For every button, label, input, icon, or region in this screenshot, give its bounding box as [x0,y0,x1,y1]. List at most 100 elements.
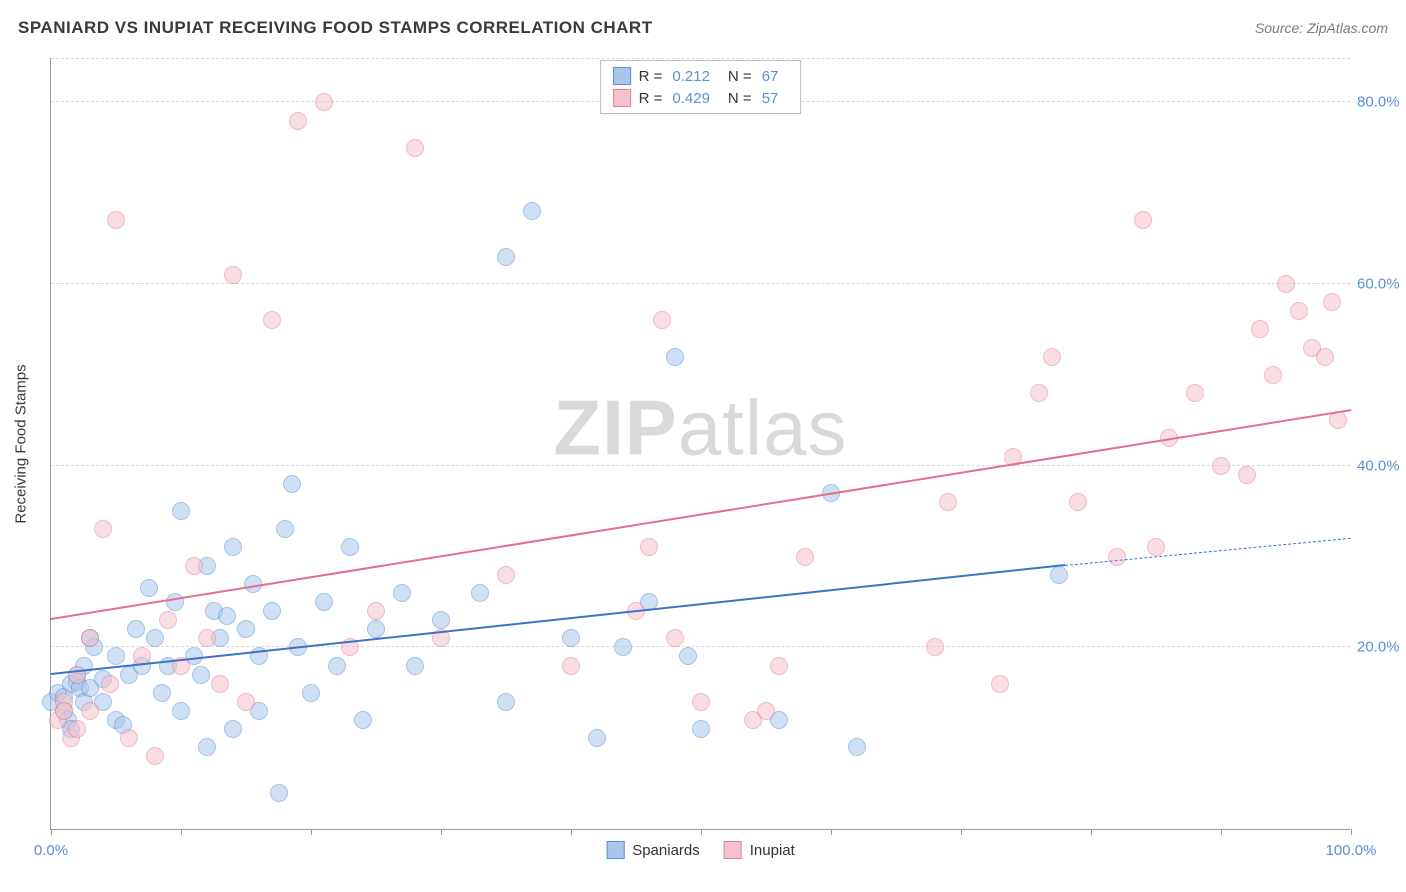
series-legend: Spaniards Inupiat [606,841,795,859]
scatter-point [224,538,242,556]
scatter-point [497,248,515,266]
scatter-point [796,548,814,566]
scatter-point [1323,293,1341,311]
legend-row: R =0.212N =67 [601,65,801,87]
scatter-point [315,593,333,611]
scatter-chart: Receiving Food Stamps ZIPatlas R =0.212N… [50,58,1350,830]
scatter-point [588,729,606,747]
x-tick [961,829,962,835]
scatter-point [1186,384,1204,402]
scatter-point [140,579,158,597]
scatter-point [198,738,216,756]
y-tick-label: 60.0% [1357,276,1406,293]
scatter-point [211,675,229,693]
scatter-point [666,629,684,647]
scatter-point [354,711,372,729]
scatter-point [406,139,424,157]
legend-row: R =0.429N =57 [601,87,801,109]
scatter-point [263,311,281,329]
legend-swatch [724,841,742,859]
scatter-point [666,348,684,366]
scatter-point [406,657,424,675]
scatter-point [218,607,236,625]
scatter-point [315,93,333,111]
scatter-point [166,593,184,611]
scatter-point [101,675,119,693]
scatter-point [1251,320,1269,338]
x-tick-label: 0.0% [34,842,68,859]
x-tick [311,829,312,835]
scatter-point [172,702,190,720]
watermark-bold: ZIP [553,384,677,472]
trend-line [1065,537,1351,565]
series-legend-label: Spaniards [632,842,700,859]
legend-n-value: 57 [762,90,779,107]
gridline [51,646,1350,647]
y-tick-label: 40.0% [1357,457,1406,474]
y-tick-label: 20.0% [1357,639,1406,656]
scatter-point [1050,566,1068,584]
scatter-point [471,584,489,602]
scatter-point [107,211,125,229]
scatter-point [237,693,255,711]
legend-swatch [613,89,631,107]
scatter-point [120,729,138,747]
x-tick [51,829,52,835]
scatter-point [94,520,112,538]
x-tick-label: 100.0% [1326,842,1377,859]
scatter-point [263,602,281,620]
scatter-point [848,738,866,756]
scatter-point [679,647,697,665]
scatter-point [276,520,294,538]
series-legend-label: Inupiat [750,842,795,859]
watermark-light: atlas [678,384,848,472]
scatter-point [939,493,957,511]
x-tick [701,829,702,835]
gridline [51,58,1350,59]
scatter-point [393,584,411,602]
legend-r-value: 0.429 [672,90,710,107]
scatter-point [198,629,216,647]
x-tick [831,829,832,835]
scatter-point [224,720,242,738]
trend-line [51,409,1351,620]
x-tick [181,829,182,835]
gridline [51,465,1350,466]
scatter-point [81,702,99,720]
x-tick [571,829,572,835]
legend-n-value: 67 [762,68,779,85]
scatter-point [367,602,385,620]
scatter-point [1238,466,1256,484]
gridline [51,283,1350,284]
scatter-point [283,475,301,493]
source-label: Source: [1255,20,1303,36]
source-attribution: Source: ZipAtlas.com [1255,20,1388,36]
scatter-point [1316,348,1334,366]
scatter-point [328,657,346,675]
watermark: ZIPatlas [553,383,847,474]
legend-r-label: R = [639,68,663,85]
legend-swatch [613,67,631,85]
series-legend-item: Inupiat [724,841,795,859]
legend-r-value: 0.212 [672,68,710,85]
x-tick [441,829,442,835]
scatter-point [991,675,1009,693]
scatter-point [192,666,210,684]
scatter-point [640,538,658,556]
scatter-point [172,502,190,520]
y-axis-title: Receiving Food Stamps [13,364,30,523]
scatter-point [237,620,255,638]
scatter-point [497,693,515,711]
scatter-point [341,538,359,556]
y-tick-label: 80.0% [1357,94,1406,111]
scatter-point [692,720,710,738]
scatter-point [757,702,775,720]
scatter-point [159,611,177,629]
scatter-point [562,657,580,675]
scatter-point [1147,538,1165,556]
scatter-point [1069,493,1087,511]
scatter-point [562,629,580,647]
scatter-point [1264,366,1282,384]
scatter-point [127,620,145,638]
scatter-point [55,702,73,720]
